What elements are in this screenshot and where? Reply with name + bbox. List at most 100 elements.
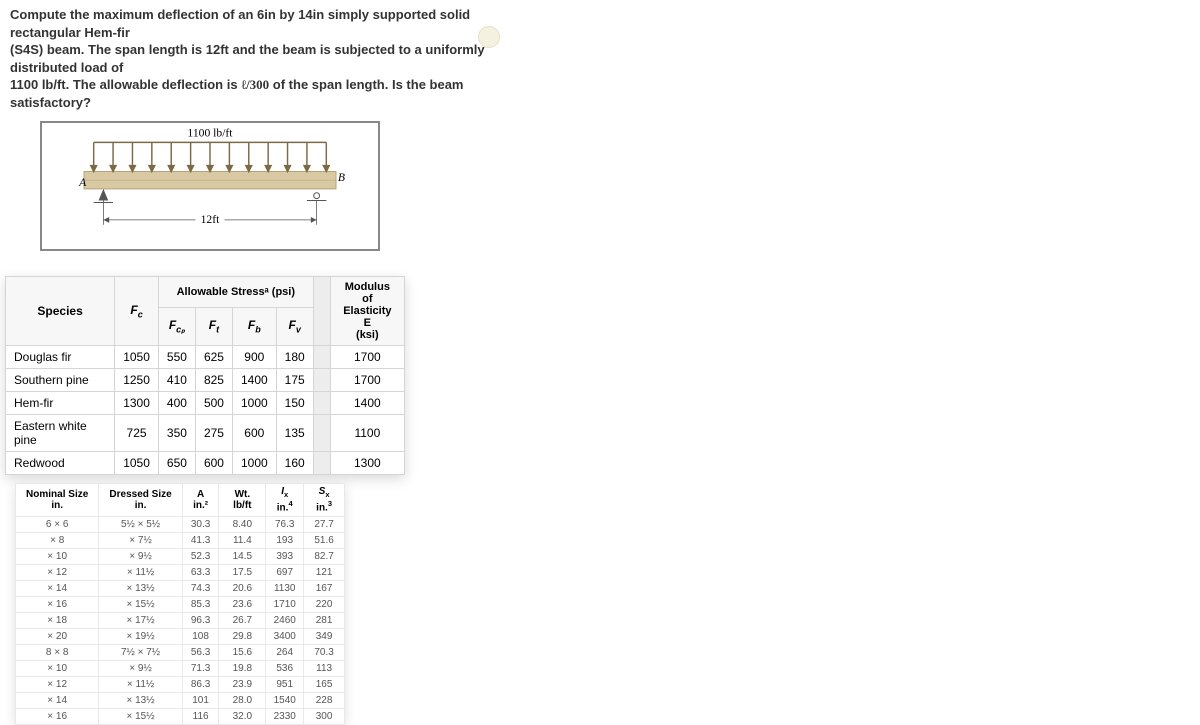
ft-val: 275 bbox=[195, 415, 232, 452]
ix-val: 264 bbox=[266, 644, 304, 660]
wt-val: 14.5 bbox=[219, 548, 266, 564]
sx-val: 113 bbox=[304, 660, 345, 676]
prop-row: × 18× 17½96.326.72460281 bbox=[16, 612, 345, 628]
dressed-val: × 9½ bbox=[99, 548, 182, 564]
species-name: Hem-fir bbox=[6, 392, 115, 415]
prop-row: × 14× 13½74.320.61130167 bbox=[16, 580, 345, 596]
species-row: Eastern white pine7253502756001351100 bbox=[6, 415, 405, 452]
col-fcp: Fcₚ bbox=[158, 307, 195, 345]
ix-val: 697 bbox=[266, 564, 304, 580]
prop-row: × 16× 15½85.323.61710220 bbox=[16, 596, 345, 612]
prop-row: × 20× 19½10829.83400349 bbox=[16, 628, 345, 644]
nominal-val: × 18 bbox=[16, 612, 99, 628]
col-wt: Wt. lb/ft bbox=[219, 484, 266, 516]
prop-row: × 16× 15½11632.02330300 bbox=[16, 708, 345, 724]
wt-val: 32.0 bbox=[219, 708, 266, 724]
prop-row: × 12× 11½86.323.9951165 bbox=[16, 676, 345, 692]
fv-val: 180 bbox=[276, 346, 313, 369]
sx-val: 300 bbox=[304, 708, 345, 724]
nominal-val: × 8 bbox=[16, 532, 99, 548]
area-val: 41.3 bbox=[182, 532, 219, 548]
ix-val: 76.3 bbox=[266, 516, 304, 532]
prop-row: × 12× 11½63.317.5697121 bbox=[16, 564, 345, 580]
e-header: Modulus of Elasticity E (ksi) bbox=[330, 277, 404, 346]
col-area: A in.² bbox=[182, 484, 219, 516]
fv-val: 175 bbox=[276, 369, 313, 392]
help-icon[interactable] bbox=[478, 26, 500, 48]
ft-val: 500 bbox=[195, 392, 232, 415]
ft-val: 625 bbox=[195, 346, 232, 369]
fb-val: 600 bbox=[232, 415, 276, 452]
prop-row: 8 × 87½ × 7½56.315.626470.3 bbox=[16, 644, 345, 660]
dressed-val: × 13½ bbox=[99, 692, 182, 708]
area-val: 71.3 bbox=[182, 660, 219, 676]
species-table: Species Fc Allowable Stressᵃ (psi) Modul… bbox=[5, 276, 405, 475]
nominal-val: × 14 bbox=[16, 692, 99, 708]
sx-val: 70.3 bbox=[304, 644, 345, 660]
nominal-val: × 16 bbox=[16, 596, 99, 612]
dressed-val: × 17½ bbox=[99, 612, 182, 628]
col-nominal: Nominal Size in. bbox=[16, 484, 99, 516]
fc-val: 1050 bbox=[115, 346, 159, 369]
sx-val: 281 bbox=[304, 612, 345, 628]
stress-header: Allowable Stressᵃ (psi) bbox=[158, 277, 313, 308]
dressed-val: 5½ × 5½ bbox=[99, 516, 182, 532]
area-val: 116 bbox=[182, 708, 219, 724]
prop-row: × 10× 9½52.314.539382.7 bbox=[16, 548, 345, 564]
support-b-label: B bbox=[338, 171, 345, 184]
support-a-label: A bbox=[78, 176, 87, 189]
nominal-val: × 10 bbox=[16, 548, 99, 564]
fcp-val: 650 bbox=[158, 452, 195, 475]
fv-val: 160 bbox=[276, 452, 313, 475]
e-val: 1100 bbox=[330, 415, 404, 452]
col-ft: Ft bbox=[195, 307, 232, 345]
load-label: 1100 lb/ft bbox=[187, 127, 233, 140]
wt-val: 26.7 bbox=[219, 612, 266, 628]
e-val: 1400 bbox=[330, 392, 404, 415]
ix-val: 393 bbox=[266, 548, 304, 564]
wt-val: 15.6 bbox=[219, 644, 266, 660]
col-sx: Sx in.3 bbox=[304, 484, 345, 516]
col-fc: Fc bbox=[115, 277, 159, 346]
span-label: 12ft bbox=[201, 213, 220, 226]
area-val: 86.3 bbox=[182, 676, 219, 692]
species-row: Redwood105065060010001601300 bbox=[6, 452, 405, 475]
species-name: Redwood bbox=[6, 452, 115, 475]
sx-val: 167 bbox=[304, 580, 345, 596]
nominal-val: 6 × 6 bbox=[16, 516, 99, 532]
fcp-val: 400 bbox=[158, 392, 195, 415]
fb-val: 900 bbox=[232, 346, 276, 369]
ix-val: 2330 bbox=[266, 708, 304, 724]
sx-val: 349 bbox=[304, 628, 345, 644]
problem-statement: Compute the maximum deflection of an 6in… bbox=[0, 0, 530, 113]
wt-val: 8.40 bbox=[219, 516, 266, 532]
ix-val: 951 bbox=[266, 676, 304, 692]
sx-val: 51.6 bbox=[304, 532, 345, 548]
e-val: 1700 bbox=[330, 369, 404, 392]
sx-val: 27.7 bbox=[304, 516, 345, 532]
fv-val: 135 bbox=[276, 415, 313, 452]
e-val: 1300 bbox=[330, 452, 404, 475]
fc-val: 1050 bbox=[115, 452, 159, 475]
fc-val: 1300 bbox=[115, 392, 159, 415]
fv-val: 150 bbox=[276, 392, 313, 415]
area-val: 56.3 bbox=[182, 644, 219, 660]
ix-val: 1710 bbox=[266, 596, 304, 612]
ft-val: 825 bbox=[195, 369, 232, 392]
dressed-val: × 9½ bbox=[99, 660, 182, 676]
prop-row: 6 × 65½ × 5½30.38.4076.327.7 bbox=[16, 516, 345, 532]
dressed-val: × 19½ bbox=[99, 628, 182, 644]
ix-val: 1540 bbox=[266, 692, 304, 708]
wt-val: 23.9 bbox=[219, 676, 266, 692]
fb-val: 1000 bbox=[232, 452, 276, 475]
dressed-val: × 7½ bbox=[99, 532, 182, 548]
prop-row: × 8× 7½41.311.419351.6 bbox=[16, 532, 345, 548]
sx-val: 165 bbox=[304, 676, 345, 692]
ix-val: 536 bbox=[266, 660, 304, 676]
fcp-val: 410 bbox=[158, 369, 195, 392]
wt-val: 20.6 bbox=[219, 580, 266, 596]
species-name: Southern pine bbox=[6, 369, 115, 392]
dressed-val: × 11½ bbox=[99, 564, 182, 580]
species-row: Hem-fir130040050010001501400 bbox=[6, 392, 405, 415]
sx-val: 228 bbox=[304, 692, 345, 708]
